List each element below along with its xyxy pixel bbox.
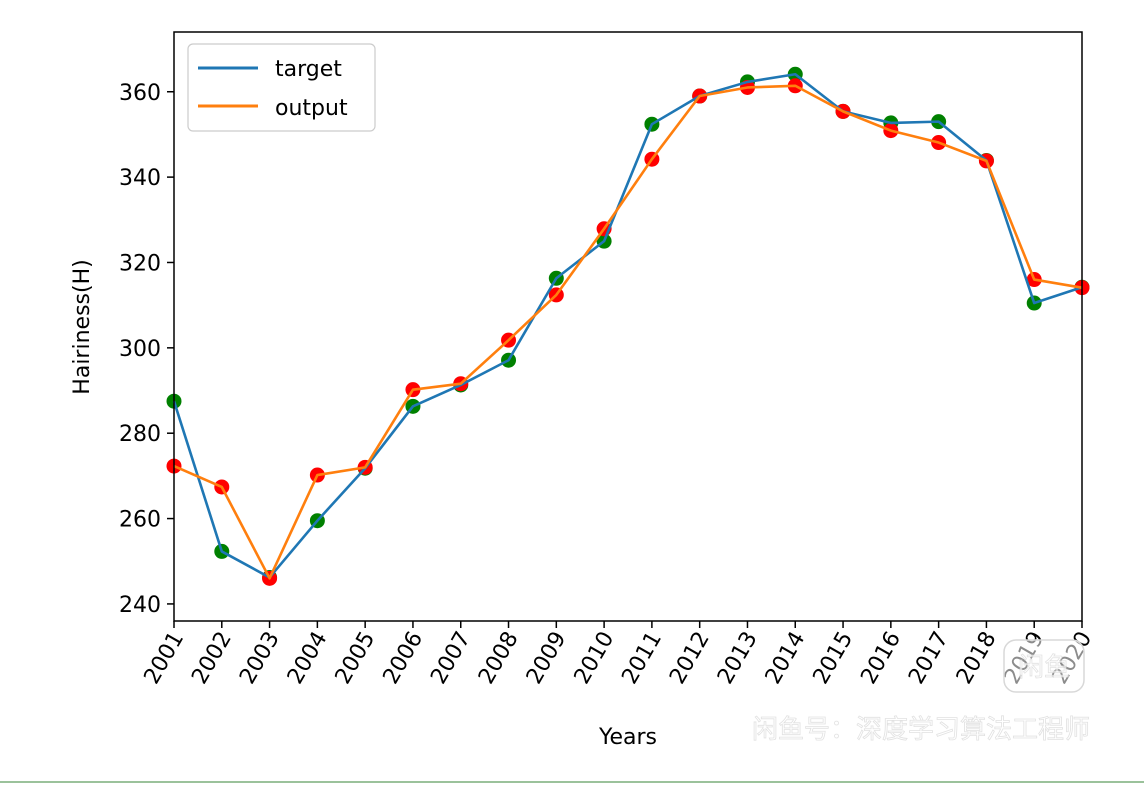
x-tick-label: 2004 <box>283 628 333 689</box>
series-line-output <box>173 84 1083 580</box>
x-tick-label: 2009 <box>522 628 572 689</box>
x-tick-label: 2001 <box>140 628 190 689</box>
x-tick-label: 2014 <box>761 628 811 689</box>
y-axis-title: Hairiness(H) <box>70 259 95 394</box>
y-tick-label: 300 <box>119 337 161 362</box>
y-tick-label: 340 <box>119 166 161 191</box>
x-tick-label: 2017 <box>904 628 954 689</box>
y-tick-label: 320 <box>119 251 161 276</box>
x-tick-label: 2005 <box>331 628 381 689</box>
x-tick-label: 2011 <box>617 628 667 689</box>
x-tick-label: 2003 <box>235 628 285 689</box>
x-tick-label: 2010 <box>570 628 620 689</box>
plot-frame <box>173 31 1083 622</box>
y-tick-label: 240 <box>119 593 161 618</box>
bottom-divider <box>0 781 1144 783</box>
y-tick-label: 280 <box>119 422 161 447</box>
legend-label-output: output <box>275 96 348 121</box>
x-tick-label: 2002 <box>187 628 237 689</box>
x-tick-label: 2006 <box>378 628 428 689</box>
x-tick-label: 2015 <box>809 628 859 689</box>
x-tick-label: 2007 <box>426 628 476 689</box>
watermark: 闲鱼 闲鱼号：深度学习算法工程师 <box>752 639 1090 745</box>
legend-label-target: target <box>275 57 342 82</box>
legend-box <box>187 43 376 132</box>
x-tick-label: 2012 <box>665 628 715 689</box>
x-axis-title: Years <box>598 725 657 750</box>
legend: target output <box>187 43 376 132</box>
y-tick-label: 360 <box>119 81 161 106</box>
y-axis: 240 260 280 300 320 340 360 <box>119 81 174 618</box>
watermark-text: 闲鱼号：深度学习算法工程师 <box>752 715 1090 745</box>
x-tick-label: 2013 <box>713 628 763 689</box>
watermark-logo-icon <box>1003 639 1085 693</box>
x-tick-label: 2016 <box>856 628 906 689</box>
y-tick-label: 260 <box>119 508 161 533</box>
watermark-logo-text: 闲鱼 <box>1018 653 1070 683</box>
x-tick-label: 2018 <box>952 628 1002 689</box>
x-tick-label: 2008 <box>474 628 524 689</box>
series-line-target <box>172 72 1083 579</box>
x-axis: 2001200220032004200520062007200820092010… <box>140 621 1097 689</box>
series-layer <box>166 66 1090 586</box>
